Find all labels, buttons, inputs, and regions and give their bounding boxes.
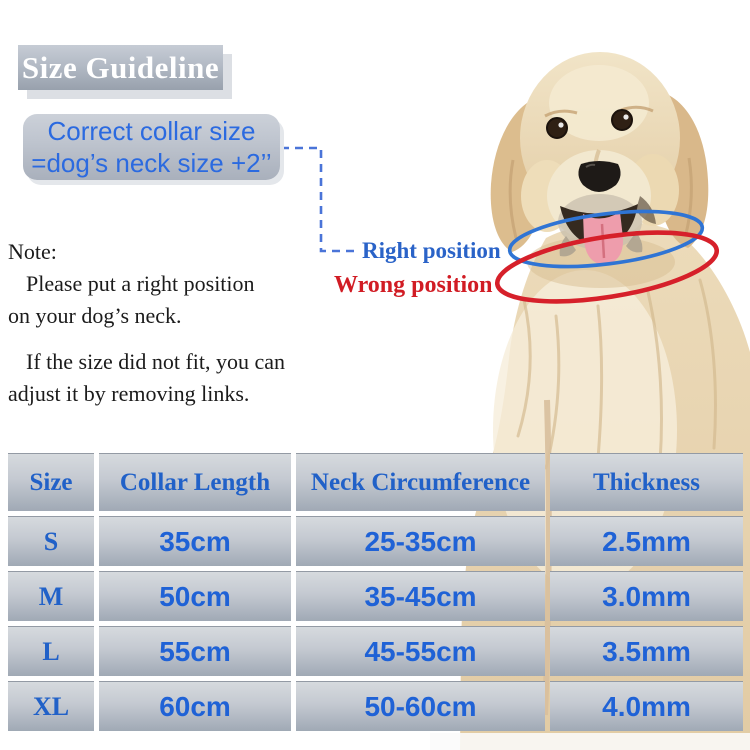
dog-nose [578,161,621,192]
table-cell: 60cm [99,681,291,731]
collar-size-formula-box: Correct collar size =dog’s neck size +2’… [23,114,280,180]
table-cell-size-xl: XL [8,681,94,731]
wrong-position-label: Wrong position [334,272,493,298]
size-table: Size Collar Length Neck Circumference Th… [8,453,743,731]
wrong-position-ellipse [494,230,720,304]
dog-eyes [546,109,633,139]
formula-line-1: Correct collar size [47,116,256,146]
note-block: Note: Please put a right position on you… [8,236,348,410]
table-cell: 3.0mm [550,571,743,621]
page-title-text: Size Guideline [21,49,220,85]
table-cell-size-s: S [8,516,94,566]
note-line: Please put a right position [26,271,255,296]
note-line: If the size did not fit, you can [26,349,286,374]
col-header-collar-length: Collar Length [99,453,291,511]
col-header-neck-circumference: Neck Circumference [296,453,545,511]
table-cell: 3.5mm [550,626,743,676]
connector-dashed-line [281,146,359,253]
col-header-size: Size [8,453,94,511]
table-cell: 2.5mm [550,516,743,566]
right-position-ellipse [507,209,705,269]
col-header-thickness: Thickness [550,453,743,511]
table-cell: 50cm [99,571,291,621]
formula-line-2: =dog’s neck size +2’’ [31,148,272,178]
right-position-label: Right position [362,238,501,263]
note-line: on your dog’s neck. [8,303,182,328]
table-cell: 50-60cm [296,681,545,731]
table-cell-size-m: M [8,571,94,621]
table-cell-size-l: L [8,626,94,676]
note-heading: Note: [8,239,57,264]
table-cell: 35-45cm [296,571,545,621]
table-cell: 55cm [99,626,291,676]
table-cell: 25-35cm [296,516,545,566]
note-line: adjust it by removing links. [8,381,250,406]
page-title: Size Guideline [18,45,223,90]
table-cell: 4.0mm [550,681,743,731]
table-cell: 45-55cm [296,626,545,676]
table-cell: 35cm [99,516,291,566]
